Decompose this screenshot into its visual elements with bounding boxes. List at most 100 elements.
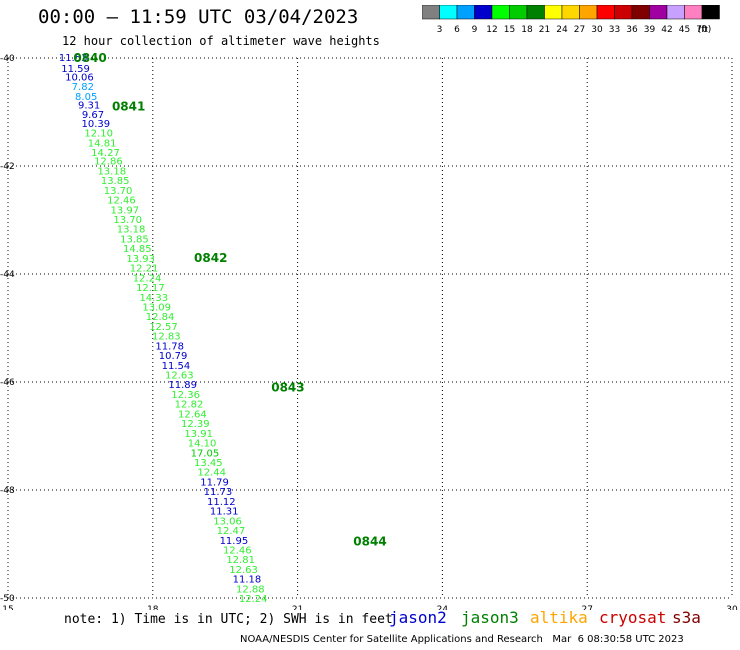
colorbar-tick-label: 27	[574, 25, 585, 35]
wave-height-value: 12.81	[226, 555, 255, 566]
colorbar-unit: (ft)	[698, 25, 712, 35]
colorbar-swatch	[701, 5, 720, 20]
wave-height-value: 14.10	[188, 439, 217, 450]
wave-height-value: 11.59	[61, 64, 90, 75]
wave-height-value: 11.12	[207, 497, 236, 508]
wave-height-value: 12.88	[236, 584, 265, 595]
y-tick-label: -48	[0, 486, 15, 496]
x-tick-label: 21	[292, 605, 303, 610]
wave-height-value: 8.05	[75, 92, 97, 103]
pass-time-label: 0843	[271, 380, 304, 394]
colorbar-tick-label: 36	[626, 25, 638, 35]
wave-height-value: 12.63	[165, 371, 194, 382]
wave-height-value: 13.45	[194, 458, 223, 469]
wave-height-value: 12.46	[223, 545, 252, 556]
legend-cryosat: cryosat	[599, 608, 667, 627]
x-tick-label: 30	[726, 605, 738, 610]
y-tick-label: -40	[0, 54, 15, 64]
wave-height-value: 13.18	[97, 166, 126, 177]
wave-height-value: 11.79	[200, 477, 229, 488]
colorbar-tick-label: 45	[679, 25, 690, 35]
colorbar-tick-label: 30	[591, 25, 603, 35]
pass-time-label: 0844	[353, 534, 386, 548]
wave-height-value: 14.27	[91, 148, 120, 159]
wave-height-value: 13.70	[113, 215, 142, 226]
page-subtitle: 12 hour collection of altimeter wave hei…	[62, 34, 380, 48]
wave-height-value: 11.18	[233, 575, 262, 586]
wave-height-value: 11.31	[210, 507, 239, 518]
wave-height-value: 12.17	[136, 283, 165, 294]
wave-height-value: 13.18	[117, 225, 146, 236]
wave-height-value: 13.06	[213, 516, 242, 527]
y-tick-label: -44	[0, 270, 15, 280]
page-title: 00:00 – 11:59 UTC 03/04/2023	[38, 6, 359, 28]
wave-height-value: 14.85	[123, 244, 152, 255]
wave-height-value: 10.79	[159, 351, 188, 362]
colorbar-tick-label: 12	[486, 25, 497, 35]
wave-height-value: 14.81	[88, 138, 117, 149]
x-tick-label: 24	[437, 605, 449, 610]
wave-height-value: 12.21	[130, 264, 159, 275]
x-tick-label: 15	[2, 605, 13, 610]
wave-height-value: 12.36	[171, 390, 200, 401]
wave-height-value: 9.31	[78, 101, 100, 112]
legend-s3a: s3a	[672, 608, 701, 627]
colorbar-tick-label: 6	[454, 25, 460, 35]
colorbar-tick-label: 24	[556, 25, 568, 35]
wave-height-value: 12.24	[133, 273, 162, 284]
colorbar-tick-label: 18	[521, 25, 533, 35]
wave-height-value: 12.24	[239, 594, 268, 605]
colorbar-tick-label: 15	[504, 25, 515, 35]
wave-height-value: 13.85	[101, 176, 130, 187]
wave-height-value: 12.39	[181, 419, 210, 430]
wave-height-value: 9.67	[82, 110, 104, 121]
colorbar-tick-label: 33	[609, 25, 620, 35]
wave-height-value: 12.46	[107, 196, 136, 207]
wave-height-value: 7.82	[72, 82, 94, 93]
colorbar-tick-label: 3	[437, 25, 443, 35]
y-tick-label: -46	[0, 378, 15, 388]
wave-height-value: 14.33	[139, 293, 168, 304]
wave-height-value: 12.57	[149, 322, 178, 333]
wave-height-value: 13.85	[120, 234, 149, 245]
wave-height-value: 11.78	[155, 341, 184, 352]
wave-height-value: 11.54	[162, 361, 191, 372]
pass-time-label: 0841	[112, 100, 145, 114]
wave-height-value: 12.44	[197, 468, 226, 479]
wave-height-value: 10.06	[65, 72, 94, 83]
wave-height-value: 13.93	[126, 254, 155, 265]
wave-height-value: 12.10	[84, 129, 113, 140]
colorbar-tick-label: 21	[539, 25, 550, 35]
wave-height-value: 13.91	[184, 429, 213, 440]
colorbar-tick-label: 39	[644, 25, 656, 35]
color-scale-legend: 3 6 9 12 15 18 21 24 27 30 33 36 39 42 45 70(ft)	[422, 5, 720, 35]
y-tick-label: -42	[0, 162, 15, 172]
legend-jason2: jason2	[389, 608, 447, 627]
wave-height-value: 11.53	[59, 53, 88, 64]
x-tick-label: 27	[581, 605, 592, 610]
wave-height-value: 12.47	[217, 526, 246, 537]
footer-credit: NOAA/NESDIS Center for Satellite Applica…	[240, 634, 684, 645]
legend-jason3: jason3	[461, 608, 519, 627]
wave-height-value: 13.09	[142, 302, 171, 313]
wave-height-value: 12.64	[178, 409, 207, 420]
wave-height-value: 12.83	[152, 332, 181, 343]
wave-height-value: 13.70	[104, 186, 133, 197]
wave-height-value: 11.95	[220, 536, 249, 547]
colorbar-tick-label: 42	[661, 25, 672, 35]
wave-height-value: 12.82	[175, 400, 204, 411]
wave-height-value: 11.73	[204, 487, 233, 498]
colorbar-tick-label: 9	[472, 25, 478, 35]
wave-height-value: 12.63	[229, 565, 258, 576]
note-text: note: 1) Time is in UTC; 2) SWH is in fe…	[64, 612, 393, 627]
y-tick-label: -50	[0, 594, 15, 604]
wave-height-chart: 15 18 21 24 27 30 -40 -42 -44 -46 -48 -50 11.5311.59…	[0, 51, 738, 610]
wave-height-value: 13.97	[110, 205, 139, 216]
wave-height-value: 10.39	[82, 119, 111, 130]
wave-height-value: 17.05	[191, 448, 220, 459]
pass-time-label: 0840	[73, 51, 106, 65]
wave-height-value: 12.86	[94, 157, 123, 168]
colorbar-tick-label: 70	[696, 25, 708, 35]
x-tick-label: 18	[147, 605, 159, 610]
pass-time-label: 0842	[194, 251, 227, 265]
